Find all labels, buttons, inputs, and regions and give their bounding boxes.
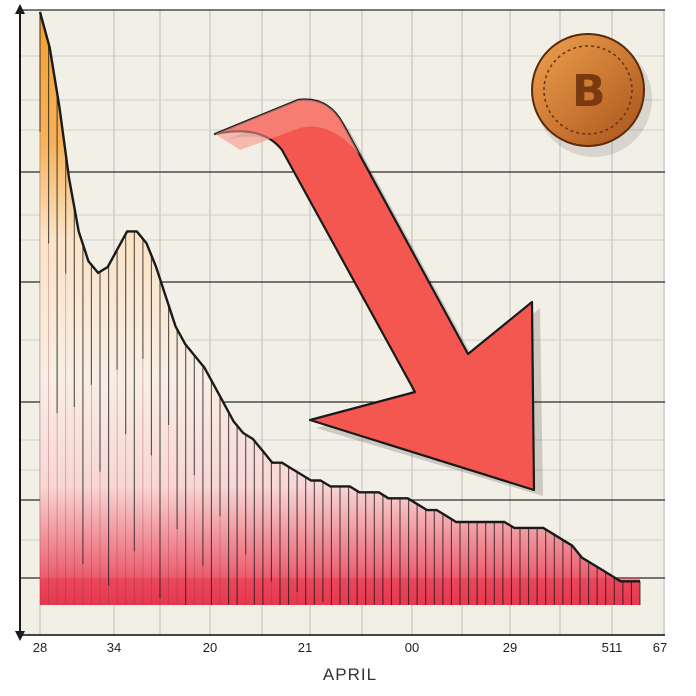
trend-arrow — [213, 98, 543, 497]
bitcoin-coin-icon: B — [531, 33, 652, 157]
x-tick-label: 34 — [107, 640, 121, 655]
area-fill — [40, 12, 640, 605]
x-tick-label: 00 — [405, 640, 419, 655]
hatch-lines — [39, 12, 641, 605]
x-tick-labels: 28 34 20 21 00 29 511 67 — [33, 640, 667, 655]
x-tick-label: 20 — [203, 640, 217, 655]
coin-symbol: B — [572, 66, 606, 117]
axes — [15, 4, 665, 641]
x-tick-label: 28 — [33, 640, 47, 655]
series-line — [38, 11, 640, 583]
x-tick-label: 511 — [602, 640, 623, 655]
x-axis-label: APRIL — [323, 665, 377, 684]
line-series — [38, 11, 640, 583]
x-tick-label: 21 — [298, 640, 312, 655]
x-tick-label: 29 — [503, 640, 517, 655]
x-tick-label: 67 — [653, 640, 667, 655]
